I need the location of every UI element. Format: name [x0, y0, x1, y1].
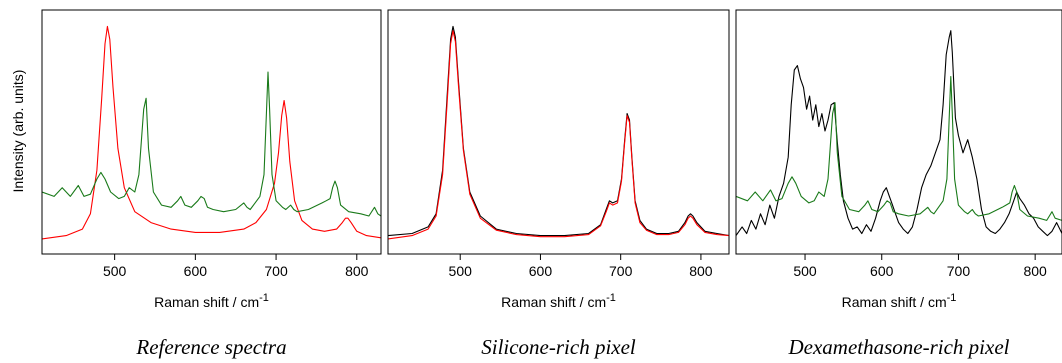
series-dexamethasone-1 [736, 75, 1062, 221]
x-tick-label-silicone-600: 600 [529, 263, 553, 279]
y-axis-label: Intensity (arb. units) [10, 70, 26, 193]
series-reference-1 [42, 71, 381, 217]
panel-silicone: 500 600 700 800 Raman shift / cm-1 Silicone-r… [387, 9, 730, 359]
x-axis-label-dexamethasone: Raman shift / cm-1 [842, 292, 957, 310]
x-tick-label-reference-800: 800 [345, 263, 369, 279]
panel-caption-dexamethasone: Dexamethasone-rich pixel [787, 335, 1009, 359]
x-axis-label-silicone: Raman shift / cm-1 [501, 292, 616, 310]
x-tick-label-dexamethasone-600: 600 [870, 263, 894, 279]
x-tick-label-silicone-800: 800 [689, 263, 713, 279]
x-tick-label-silicone-500: 500 [449, 263, 473, 279]
series-silicone-1 [388, 30, 729, 240]
plot-frame-silicone [387, 9, 730, 255]
x-axis-label-reference: Raman shift / cm-1 [154, 292, 269, 310]
series-reference-0 [42, 25, 381, 240]
x-tick-label-silicone-700: 700 [609, 263, 633, 279]
panel-reference: 500 600 700 800 Raman shift / cm-1 Reference … [41, 9, 382, 359]
panel-caption-silicone: Silicone-rich pixel [481, 335, 636, 359]
x-tick-label-dexamethasone-500: 500 [793, 263, 817, 279]
panel-caption-reference: Reference spectra [135, 335, 286, 359]
x-tick-label-reference-600: 600 [184, 263, 208, 279]
plot-frame-dexamethasone [735, 9, 1062, 255]
x-tick-label-reference-500: 500 [103, 263, 127, 279]
series-silicone-0 [388, 25, 729, 237]
x-tick-label-dexamethasone-800: 800 [1023, 263, 1047, 279]
x-tick-label-dexamethasone-700: 700 [947, 263, 971, 279]
series-dexamethasone-0 [736, 30, 1062, 237]
x-tick-label-reference-700: 700 [264, 263, 288, 279]
panel-dexamethasone: 500 600 700 800 Raman shift / cm-1 Dexamethas… [735, 9, 1062, 359]
plot-frame-reference [41, 9, 382, 255]
